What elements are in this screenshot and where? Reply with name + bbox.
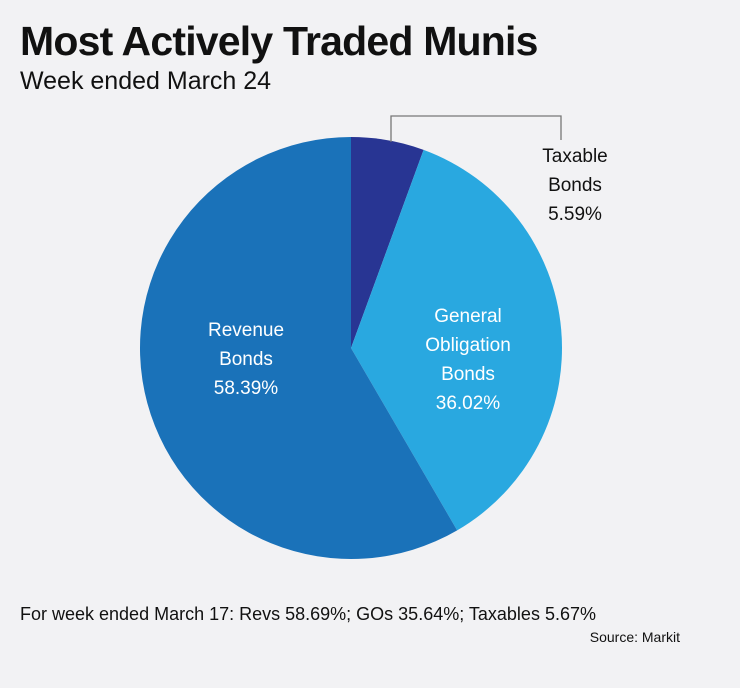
source-credit: Source: Markit	[589, 629, 680, 645]
prior-week-footnote: For week ended March 17: Revs 58.69%; GO…	[20, 604, 596, 624]
slice-label-1: General Obligation Bonds 36.02%	[425, 306, 511, 414]
taxable-leader-line	[390, 115, 562, 142]
slice-name-line: Obligation	[425, 335, 511, 356]
chart-title: Most Actively Traded Munis	[20, 18, 538, 64]
slice-name-line: Bonds	[441, 364, 495, 385]
pie-chart: Taxable Bonds 5.59% General Obligation Bonds 3…	[139, 115, 608, 559]
slice-label-2: Revenue Bonds 58.39%	[208, 320, 284, 399]
slice-value-label: 58.39%	[214, 378, 279, 399]
slice-value-label: 36.02%	[436, 393, 501, 414]
slice-name-line: General	[434, 306, 502, 327]
chart-subtitle: Week ended March 24	[20, 67, 272, 95]
slice-name-line: Bonds	[219, 349, 273, 370]
slice-name-line: Revenue	[208, 320, 284, 341]
slice-name-line: Taxable	[542, 146, 608, 167]
pie-slice-0	[351, 137, 424, 348]
slice-label-0: Taxable Bonds 5.59%	[542, 146, 608, 225]
slice-name-line: Bonds	[548, 175, 602, 196]
pie-slice-2	[139, 136, 458, 559]
pie-slice-1	[351, 149, 562, 531]
slice-value-label: 5.59%	[548, 204, 602, 225]
